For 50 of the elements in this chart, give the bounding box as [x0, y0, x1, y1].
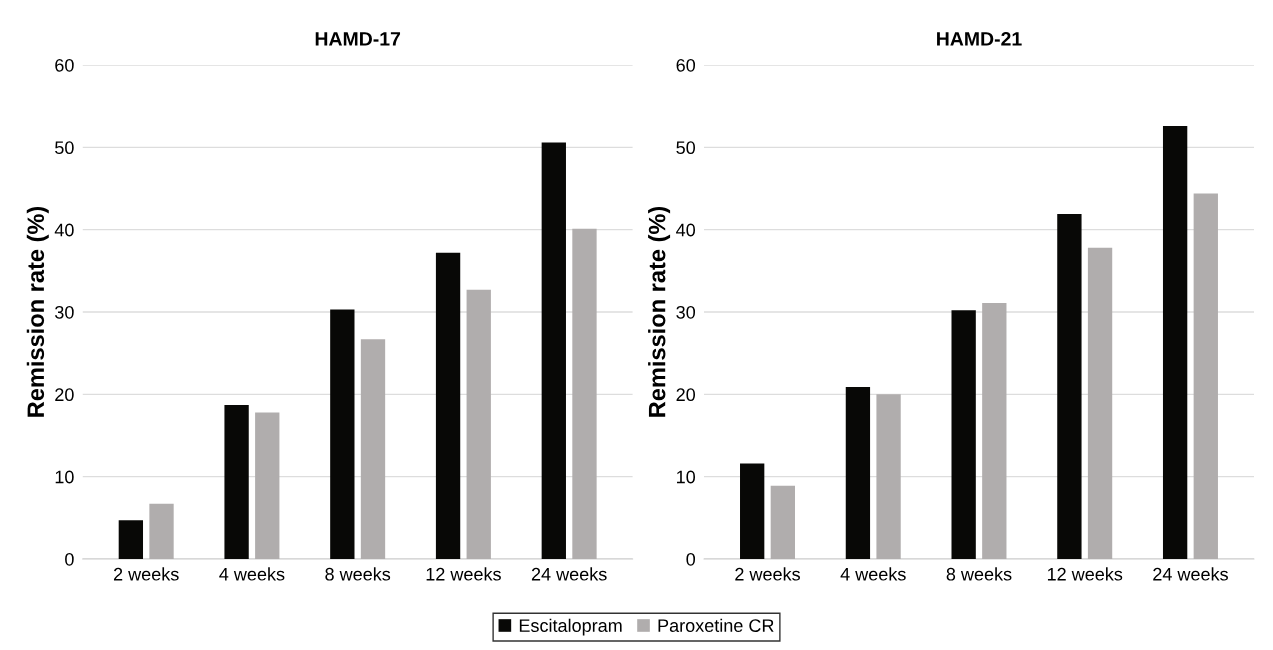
- bar: [740, 463, 765, 559]
- x-tick-label: 12 weeks: [1047, 567, 1123, 581]
- y-tick-label: 10: [677, 470, 696, 484]
- bar: [149, 503, 174, 559]
- bar: [876, 394, 901, 559]
- bar: [770, 485, 795, 559]
- bar: [466, 289, 491, 559]
- chart-title: HAMD-21: [937, 31, 1022, 46]
- bar: [951, 310, 976, 559]
- y-tick-label: 50: [55, 141, 74, 155]
- bar: [255, 412, 280, 559]
- bar: [541, 142, 566, 559]
- bar: [330, 309, 355, 559]
- y-axis-title: Remission rate (%): [26, 206, 49, 417]
- y-tick-label: 10: [55, 470, 74, 484]
- x-tick-label: 2 weeks: [113, 567, 179, 581]
- bar: [224, 405, 249, 559]
- y-tick-label: 60: [55, 58, 74, 72]
- bar: [845, 386, 871, 559]
- x-tick-label: 2 weeks: [735, 567, 800, 581]
- x-tick-label: 4 weeks: [840, 567, 906, 581]
- bar: [982, 302, 1007, 559]
- x-tick-label: 24 weeks: [531, 567, 607, 581]
- legend-label: Paroxetine CR: [658, 618, 774, 632]
- y-tick-label: 20: [55, 388, 74, 402]
- y-tick-label: 60: [676, 58, 696, 72]
- y-tick-label: 0: [65, 552, 74, 566]
- bar: [360, 339, 386, 559]
- bar: [1162, 125, 1188, 559]
- x-tick-label: 12 weeks: [426, 567, 501, 581]
- x-tick-label: 24 weeks: [1153, 567, 1228, 581]
- bar: [1193, 193, 1218, 559]
- legend-label: Escitalopram: [519, 618, 622, 636]
- chart-title: HAMD-17: [315, 32, 401, 46]
- x-tick-label: 4 weeks: [219, 567, 285, 581]
- bar: [118, 520, 144, 559]
- y-tick-label: 30: [676, 305, 696, 319]
- y-tick-label: 20: [676, 388, 696, 402]
- bar: [435, 252, 461, 559]
- y-tick-label: 40: [676, 223, 696, 237]
- x-tick-label: 8 weeks: [325, 567, 391, 581]
- y-tick-label: 40: [54, 223, 74, 237]
- y-tick-label: 50: [676, 141, 696, 155]
- bar: [1057, 214, 1082, 559]
- y-tick-label: 0: [686, 552, 696, 566]
- y-tick-label: 30: [55, 305, 74, 319]
- x-tick-label: 8 weeks: [946, 567, 1012, 581]
- bar: [1087, 247, 1113, 559]
- bar: [572, 228, 597, 559]
- y-axis-title: Remission rate (%): [648, 206, 671, 417]
